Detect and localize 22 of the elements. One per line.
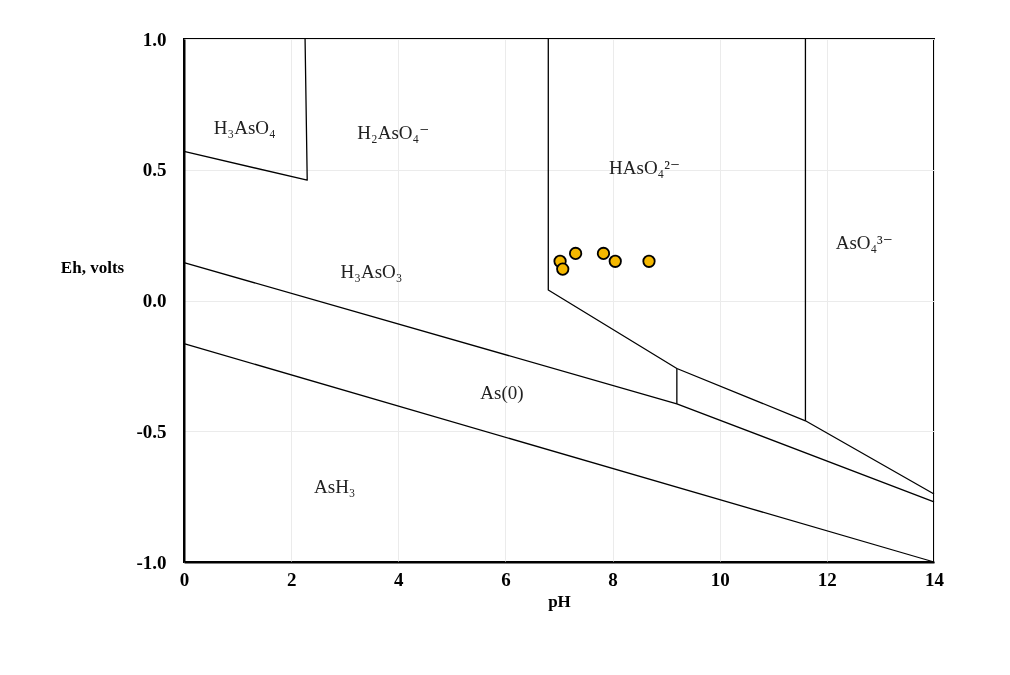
x-tick-label: 14: [925, 568, 945, 590]
annotation: H₂AsO₄⁻: [357, 122, 430, 144]
y-tick-label: -0.5: [136, 420, 167, 442]
annotation: AsH₃: [314, 476, 356, 498]
y-axis-title: Eh, volts: [60, 257, 125, 277]
x-tick-label: 4: [394, 568, 405, 590]
annotation: H₃AsO₄: [213, 116, 276, 138]
y-tick-label: -1.0: [136, 551, 167, 573]
annotation: AsO₄³⁻: [835, 232, 893, 254]
y-tick-label: 1.0: [142, 28, 167, 50]
x-tick-label: 8: [608, 568, 618, 590]
y-tick-label: 0.5: [142, 159, 167, 181]
x-tick-label: 2: [286, 568, 297, 590]
annotation: HAsO₄²⁻: [609, 157, 680, 179]
x-tick-label: 6: [501, 568, 511, 590]
x-tick-label: 0: [179, 568, 190, 590]
x-axis-title: pH: [548, 591, 571, 611]
y-tick-label: 0.0: [142, 290, 167, 311]
x-tick-label: 10: [710, 568, 730, 590]
annotation: As(0): [480, 381, 524, 404]
x-tick-label: 12: [817, 568, 837, 590]
annotation: H₃AsO₃: [340, 260, 403, 282]
